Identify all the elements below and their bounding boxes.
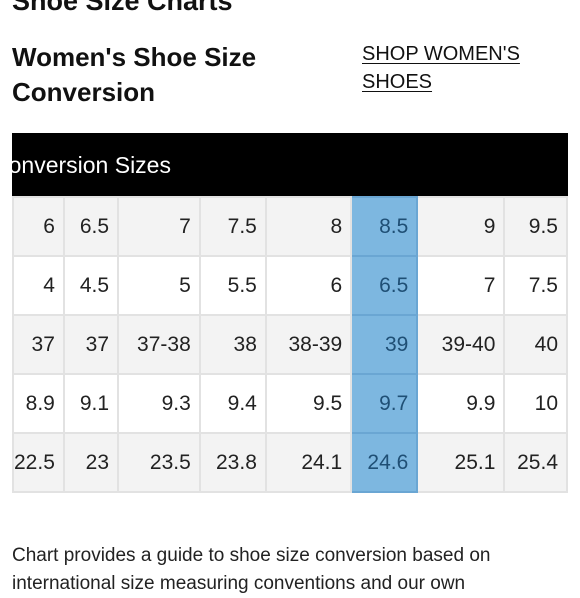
page-heading: Shoe Size Charts bbox=[12, 0, 233, 16]
size-cell: 7.5 bbox=[503, 255, 568, 316]
size-cell: 23 bbox=[62, 432, 120, 493]
size-cell: 9 bbox=[416, 196, 506, 257]
size-cell: 40 bbox=[503, 314, 568, 375]
size-cell: 39-40 bbox=[416, 314, 506, 375]
highlighted-size-cell: 39 bbox=[350, 314, 419, 375]
table-row: 6 6.5 7 7.5 8 8.5 9 9.5 bbox=[12, 196, 568, 257]
size-cell: 9.5 bbox=[503, 196, 568, 257]
table-row: 8.9 9.1 9.3 9.4 9.5 9.7 9.9 10 bbox=[12, 373, 568, 434]
size-cell: 37-38 bbox=[117, 314, 201, 375]
table-header-label: Conversion Sizes bbox=[12, 152, 171, 178]
size-cell: 6.5 bbox=[62, 196, 120, 257]
size-cell: 22.5 bbox=[12, 432, 65, 493]
size-cell: 23.5 bbox=[117, 432, 201, 493]
size-table: 6 6.5 7 7.5 8 8.5 9 9.5 4 4.5 5 5.5 6 6.… bbox=[12, 196, 568, 493]
highlighted-size-cell: 9.7 bbox=[350, 373, 419, 434]
size-cell: 37 bbox=[62, 314, 120, 375]
table-row: 22.5 23 23.5 23.8 24.1 24.6 25.1 25.4 bbox=[12, 432, 568, 493]
size-cell: 5 bbox=[117, 255, 201, 316]
size-cell: 23.8 bbox=[198, 432, 267, 493]
size-cell: 38-39 bbox=[264, 314, 353, 375]
size-cell: 8.9 bbox=[12, 373, 65, 434]
size-cell: 25.1 bbox=[416, 432, 506, 493]
size-cell: 7 bbox=[416, 255, 506, 316]
highlighted-size-cell: 24.6 bbox=[350, 432, 419, 493]
size-cell: 9.4 bbox=[198, 373, 267, 434]
size-cell: 9.5 bbox=[264, 373, 353, 434]
size-cell: 9.3 bbox=[117, 373, 201, 434]
size-cell: 6 bbox=[264, 255, 353, 316]
size-cell: 5.5 bbox=[198, 255, 267, 316]
size-cell: 37 bbox=[12, 314, 65, 375]
size-conversion-table: Conversion Sizes 6 6.5 7 7.5 8 8.5 9 9.5… bbox=[0, 133, 568, 517]
size-cell: 7.5 bbox=[198, 196, 267, 257]
section-title: Women's Shoe Size Conversion bbox=[12, 42, 257, 107]
size-cell: 38 bbox=[198, 314, 267, 375]
size-cell: 4 bbox=[12, 255, 65, 316]
size-cell: 6 bbox=[12, 196, 65, 257]
chart-footnote: Chart provides a guide to shoe size conv… bbox=[12, 545, 491, 594]
size-cell: 4.5 bbox=[62, 255, 120, 316]
table-row: 37 37 37-38 38 38-39 39 39-40 40 bbox=[12, 314, 568, 375]
highlighted-size-cell: 6.5 bbox=[350, 255, 419, 316]
size-cell: 24.1 bbox=[264, 432, 353, 493]
highlighted-size-cell: 8.5 bbox=[350, 196, 419, 257]
size-cell: 10 bbox=[503, 373, 568, 434]
table-row: 4 4.5 5 5.5 6 6.5 7 7.5 bbox=[12, 255, 568, 316]
shop-womens-shoes-link[interactable]: SHOP WOMEN'S SHOES bbox=[362, 43, 520, 93]
table-header: Conversion Sizes bbox=[12, 133, 568, 196]
size-cell: 25.4 bbox=[503, 432, 568, 493]
size-cell: 9.1 bbox=[62, 373, 120, 434]
size-cell: 8 bbox=[264, 196, 353, 257]
size-cell: 9.9 bbox=[416, 373, 506, 434]
size-cell: 7 bbox=[117, 196, 201, 257]
